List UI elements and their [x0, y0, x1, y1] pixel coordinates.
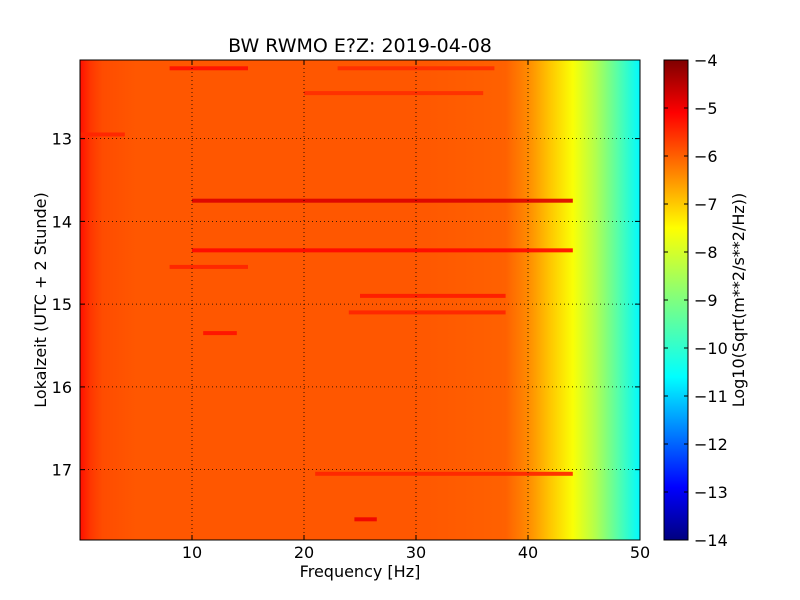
colorbar-ticks: −4 −5 −6 −7 −8 −9 −10 −11 −12 −13 −14: [664, 51, 728, 550]
spectral-background: [80, 60, 640, 540]
colorbar-tick-label-9: −13: [694, 483, 728, 502]
chart-title: BW RWMO E?Z: 2019-04-08: [228, 35, 492, 57]
x-tick-label-2: 30: [406, 543, 426, 562]
band-5: [192, 248, 573, 253]
y-tick-label-2: 15: [52, 295, 72, 314]
x-axis: 10 20 30 40 50: [182, 60, 650, 562]
colorbar-tick-label-8: −12: [694, 435, 728, 454]
band-7: [360, 293, 506, 298]
colorbar-tick-label-5: −9: [694, 291, 718, 310]
colorbar-tick-label-7: −11: [694, 387, 728, 406]
band-6: [169, 264, 248, 269]
band-0: [169, 66, 248, 71]
y-tick-label-0: 13: [52, 130, 72, 149]
y-axis: 13 14 15 16 17: [52, 130, 640, 480]
colorbar-tick-label-4: −8: [694, 243, 718, 262]
colorbar-tick-label-3: −7: [694, 195, 718, 214]
x-tick-label-0: 10: [182, 543, 202, 562]
band-10: [315, 471, 573, 476]
y-tick-label-1: 14: [52, 212, 72, 231]
plot-area: [80, 60, 640, 540]
band-3: [80, 132, 125, 137]
band-8: [348, 310, 506, 315]
colorbar-label: Log10(Sqrt(m**2/s**2/Hz)): [729, 193, 748, 408]
x-tick-label-1: 20: [294, 543, 314, 562]
y-tick-label-4: 17: [52, 461, 72, 480]
x-tick-label-4: 50: [630, 543, 650, 562]
colorbar-tick-label-1: −5: [694, 99, 718, 118]
x-axis-label: Frequency [Hz]: [300, 562, 421, 581]
band-11: [354, 517, 377, 522]
y-tick-label-3: 16: [52, 378, 72, 397]
band-4: [192, 198, 573, 203]
y-axis-label: Lokalzeit (UTC + 2 Stunde): [31, 192, 50, 407]
grid-layer: [80, 60, 640, 540]
colorbar-tick-label-10: −14: [694, 531, 728, 550]
colorbar-tick-label-6: −10: [694, 339, 728, 358]
colorbar-tick-label-0: −4: [694, 51, 718, 70]
band-9: [203, 331, 237, 336]
colorbar: −4 −5 −6 −7 −8 −9 −10 −11 −12 −13 −14 Log10(Sqrt(m…: [663, 51, 748, 550]
plot-frame: [79, 59, 641, 541]
band-2: [304, 91, 484, 96]
colorbar-tick-label-2: −6: [694, 147, 718, 166]
x-tick-label-3: 40: [518, 543, 538, 562]
